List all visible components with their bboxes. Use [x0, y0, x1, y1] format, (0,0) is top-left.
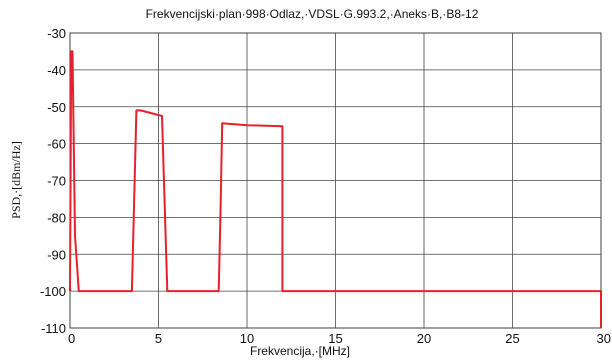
x-tick-label: 20: [417, 331, 431, 346]
x-tick-label: 0: [68, 331, 75, 346]
series-layer: [69, 50, 602, 328]
y-tick-label: -70: [47, 174, 66, 189]
x-tick-label: 30: [597, 331, 611, 346]
y-tick-label: -30: [47, 26, 66, 41]
chart-title: Frekvencijski·plan·998·Odlaz,·VDSL·G.993…: [146, 7, 479, 21]
psd-series-line: [69, 50, 602, 328]
y-axis-ticks: -30 -40 -50 -60 -70 -80 -90 -100 -110: [40, 26, 66, 336]
y-tick-label: -50: [47, 100, 66, 115]
y-tick-label: -40: [47, 63, 66, 78]
x-tick-label: 15: [328, 331, 342, 346]
x-axis-ticks: 0 5 10 15 20 25 30: [68, 331, 611, 346]
y-tick-label: -60: [47, 137, 66, 152]
y-tick-label: -110: [41, 321, 66, 336]
x-axis-label: Frekvencija,·[MHz]: [250, 344, 350, 358]
x-tick-label: 25: [505, 331, 519, 346]
x-tick-label: 10: [240, 331, 254, 346]
x-tick-label: 5: [155, 331, 162, 346]
y-tick-label: -100: [40, 284, 66, 299]
y-tick-label: -90: [47, 247, 66, 262]
y-axis-label: PSD,·[dBm/Hz]: [9, 141, 23, 219]
y-tick-label: -80: [47, 210, 66, 225]
